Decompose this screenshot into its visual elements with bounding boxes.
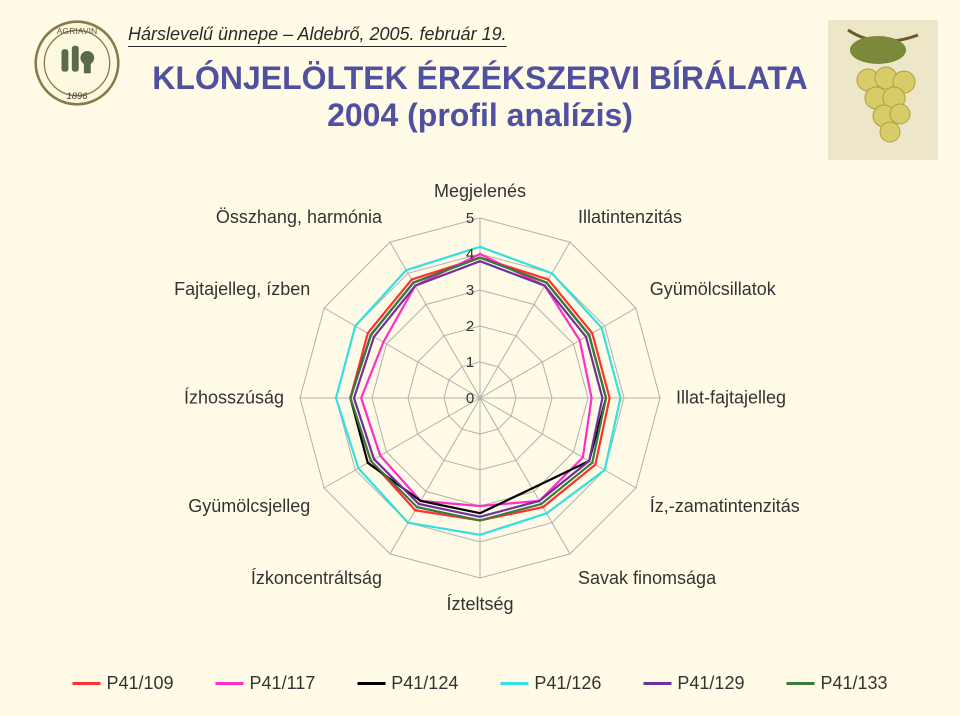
title-block: KLÓNJELÖLTEK ÉRZÉKSZERVI BÍRÁLATA 2004 (… xyxy=(130,60,830,134)
tick-label: 0 xyxy=(464,390,476,407)
tick-label: 1 xyxy=(464,354,476,371)
svg-text:AGRIAVIN: AGRIAVIN xyxy=(57,26,97,36)
legend-item: P41/133 xyxy=(786,673,887,694)
legend-swatch xyxy=(643,682,671,685)
legend-swatch xyxy=(72,682,100,685)
axis-label: Illat-fajtajelleg xyxy=(676,388,786,409)
legend-label: P41/129 xyxy=(677,673,744,694)
axis-label: Íz,-zamatintenzitás xyxy=(650,496,800,517)
logo-badge: AGRIAVIN 1896 xyxy=(34,20,120,106)
radar-chart xyxy=(270,188,690,608)
legend-swatch xyxy=(216,682,244,685)
legend-swatch xyxy=(357,682,385,685)
axis-label: Ízhosszúság xyxy=(184,388,284,409)
legend-item: P41/129 xyxy=(643,673,744,694)
tick-label: 4 xyxy=(464,246,476,263)
title-line-2: 2004 (profil analízis) xyxy=(130,97,830,134)
axis-label: Gyümölcsillatok xyxy=(650,279,776,300)
axis-label: Megjelenés xyxy=(434,181,526,202)
badge-year: 1896 xyxy=(66,91,88,102)
title-line-1: KLÓNJELÖLTEK ÉRZÉKSZERVI BÍRÁLATA xyxy=(130,60,830,97)
axis-label: Savak finomsága xyxy=(578,568,716,589)
legend-label: P41/133 xyxy=(820,673,887,694)
page-header: Hárslevelű ünnepe – Aldebrő, 2005. febru… xyxy=(128,24,900,45)
legend-label: P41/109 xyxy=(106,673,173,694)
legend-item: P41/126 xyxy=(500,673,601,694)
legend-label: P41/126 xyxy=(534,673,601,694)
axis-label: Ízteltség xyxy=(446,594,513,615)
legend-label: P41/117 xyxy=(250,673,316,694)
tick-label: 2 xyxy=(464,318,476,335)
legend-item: P41/109 xyxy=(72,673,173,694)
tick-label: 3 xyxy=(464,282,476,299)
legend-item: P41/117 xyxy=(216,673,316,694)
axis-label: Összhang, harmónia xyxy=(216,207,382,228)
legend: P41/109 P41/117 P41/124 P41/126 P41/129 P41/1… xyxy=(72,666,887,694)
legend-swatch xyxy=(500,682,528,685)
legend-item: P41/124 xyxy=(357,673,458,694)
legend-swatch xyxy=(786,682,814,685)
axis-label: Fajtajelleg, ízben xyxy=(174,279,310,300)
tick-label: 5 xyxy=(464,210,476,227)
legend-label: P41/124 xyxy=(391,673,458,694)
axis-label: Gyümölcsjelleg xyxy=(188,496,310,517)
axis-label: Illatintenzitás xyxy=(578,207,682,228)
axis-label: Ízkoncentráltság xyxy=(251,568,382,589)
